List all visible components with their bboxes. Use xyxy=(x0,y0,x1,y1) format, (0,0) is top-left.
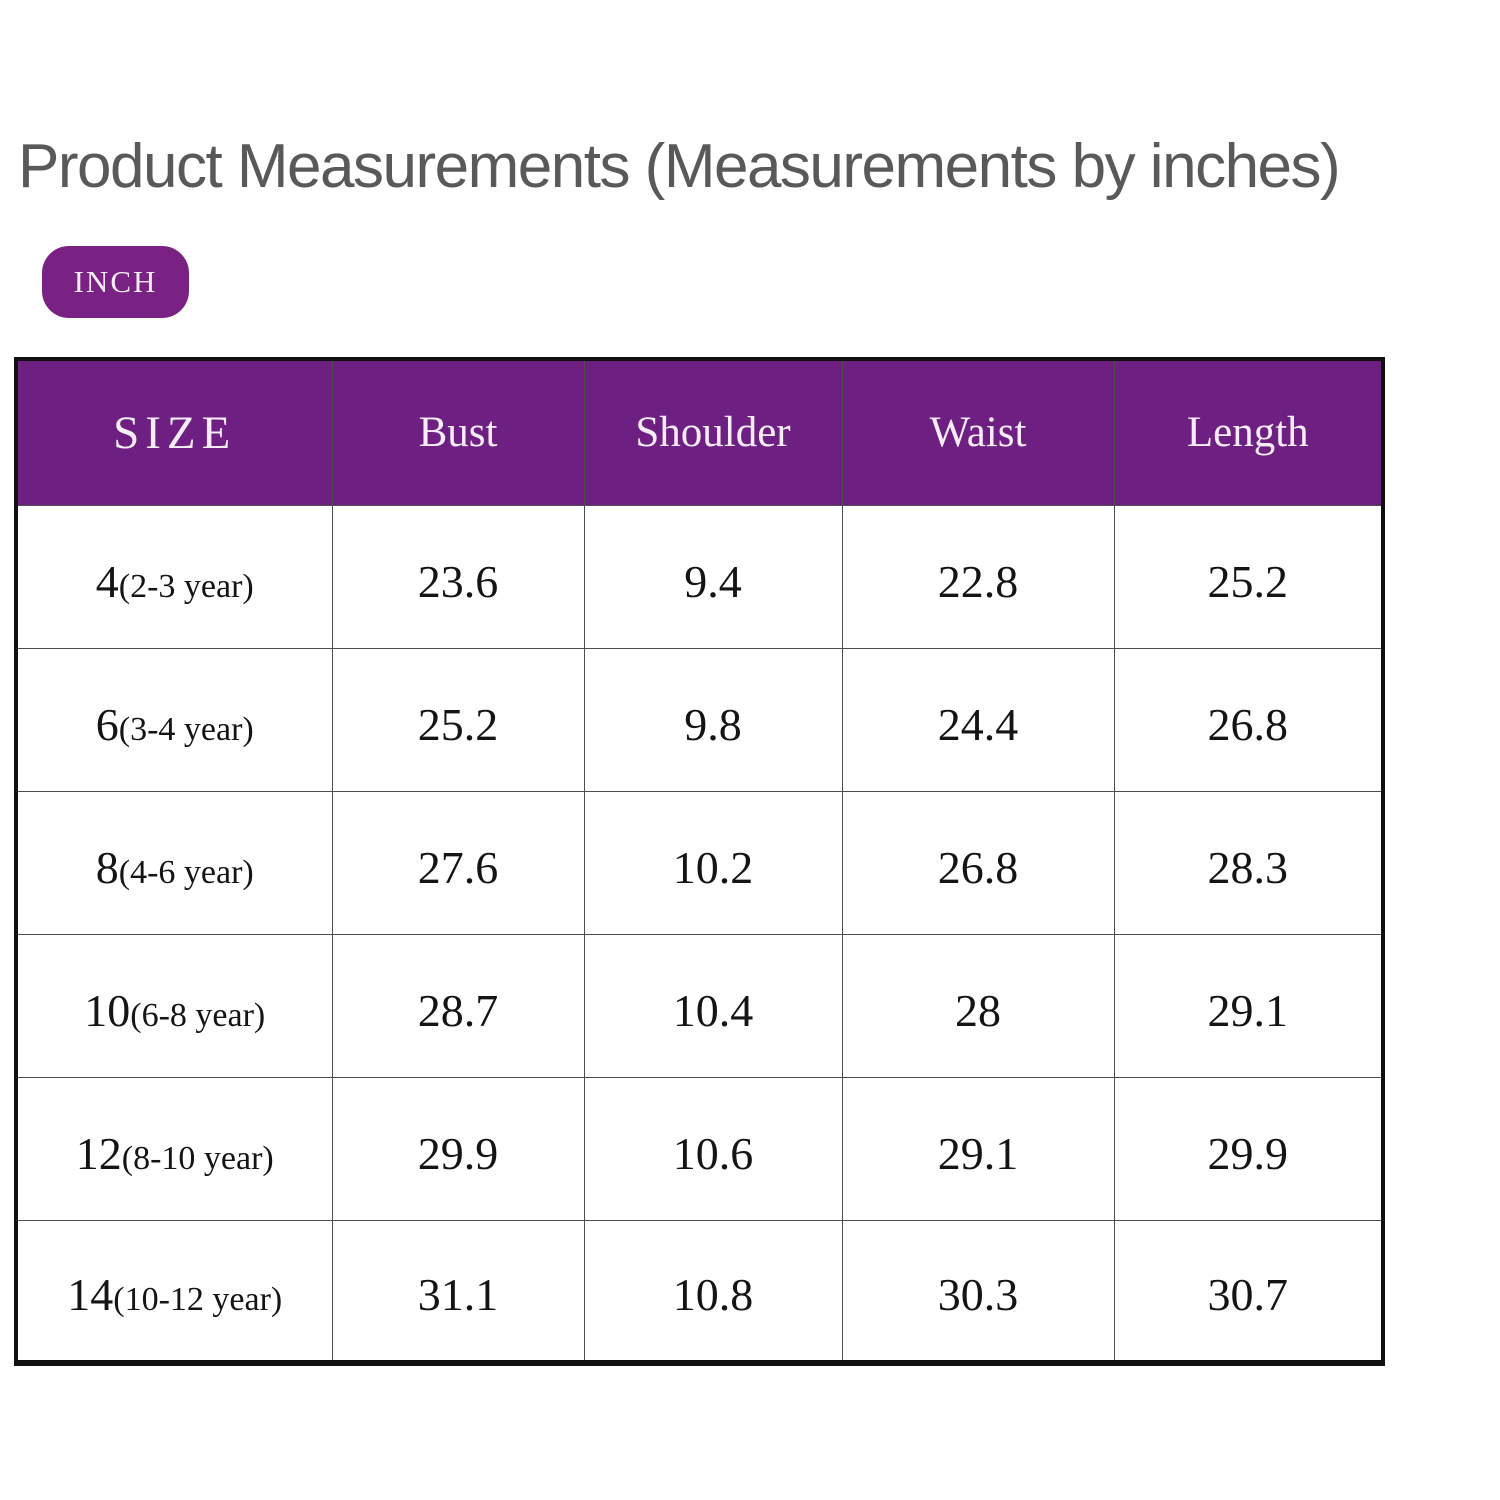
cell-waist: 29.1 xyxy=(841,1076,1115,1221)
cell-bust: 31.1 xyxy=(331,1219,585,1364)
size-age-range: (2-3 year) xyxy=(118,567,254,605)
cell-shoulder: 10.8 xyxy=(583,1219,843,1364)
cell-size: 10(6-8 year) xyxy=(15,933,333,1078)
measurements-table: SIZE Bust Shoulder Waist Length 4(2-3 ye… xyxy=(14,357,1385,1366)
cell-length: 28.3 xyxy=(1113,790,1384,935)
cell-size: 6(3-4 year) xyxy=(15,647,333,792)
inch-unit-button[interactable]: INCH xyxy=(42,246,189,318)
cell-bust: 25.2 xyxy=(331,647,585,792)
cell-size: 12(8-10 year) xyxy=(15,1076,333,1221)
table-row: 8(4-6 year) 27.6 10.2 26.8 28.3 xyxy=(15,790,1384,935)
cell-size: 4(2-3 year) xyxy=(15,504,333,649)
cell-shoulder: 10.6 xyxy=(583,1076,843,1221)
size-number: 4 xyxy=(95,555,119,607)
size-age-range: (3-4 year) xyxy=(118,710,254,748)
size-age-range: (8-10 year) xyxy=(121,1139,274,1177)
cell-size: 14(10-12 year) xyxy=(15,1219,333,1364)
column-header-bust: Bust xyxy=(331,358,585,506)
table-row: 4(2-3 year) 23.6 9.4 22.8 25.2 xyxy=(15,504,1384,649)
cell-length: 26.8 xyxy=(1113,647,1384,792)
column-header-shoulder: Shoulder xyxy=(583,358,843,506)
size-age-range: (6-8 year) xyxy=(130,996,266,1034)
cell-waist: 28 xyxy=(841,933,1115,1078)
cell-shoulder: 9.8 xyxy=(583,647,843,792)
cell-size: 8(4-6 year) xyxy=(15,790,333,935)
size-age-range: (4-6 year) xyxy=(118,853,254,891)
cell-shoulder: 10.4 xyxy=(583,933,843,1078)
cell-waist: 24.4 xyxy=(841,647,1115,792)
cell-shoulder: 10.2 xyxy=(583,790,843,935)
cell-length: 29.9 xyxy=(1113,1076,1384,1221)
cell-waist: 22.8 xyxy=(841,504,1115,649)
cell-bust: 27.6 xyxy=(331,790,585,935)
table-header-row: SIZE Bust Shoulder Waist Length xyxy=(15,358,1384,506)
column-header-size: SIZE xyxy=(15,358,333,506)
size-number: 6 xyxy=(95,698,119,750)
table-row: 6(3-4 year) 25.2 9.8 24.4 26.8 xyxy=(15,647,1384,792)
cell-length: 25.2 xyxy=(1113,504,1384,649)
inch-unit-label: INCH xyxy=(73,264,158,299)
size-number: 10 xyxy=(84,984,131,1036)
cell-shoulder: 9.4 xyxy=(583,504,843,649)
page-title: Product Measurements (Measurements by in… xyxy=(18,132,1341,201)
column-header-length: Length xyxy=(1113,358,1384,506)
column-header-waist: Waist xyxy=(841,358,1115,506)
cell-bust: 28.7 xyxy=(331,933,585,1078)
cell-bust: 23.6 xyxy=(331,504,585,649)
table-row: 14(10-12 year) 31.1 10.8 30.3 30.7 xyxy=(15,1219,1384,1364)
size-age-range: (10-12 year) xyxy=(113,1281,283,1319)
table-row: 12(8-10 year) 29.9 10.6 29.1 29.9 xyxy=(15,1076,1384,1221)
size-number: 14 xyxy=(67,1269,114,1321)
size-number: 8 xyxy=(95,841,119,893)
cell-waist: 30.3 xyxy=(841,1219,1115,1364)
cell-length: 30.7 xyxy=(1113,1219,1384,1364)
table-row: 10(6-8 year) 28.7 10.4 28 29.1 xyxy=(15,933,1384,1078)
cell-bust: 29.9 xyxy=(331,1076,585,1221)
cell-waist: 26.8 xyxy=(841,790,1115,935)
size-number: 12 xyxy=(75,1127,122,1179)
cell-length: 29.1 xyxy=(1113,933,1384,1078)
